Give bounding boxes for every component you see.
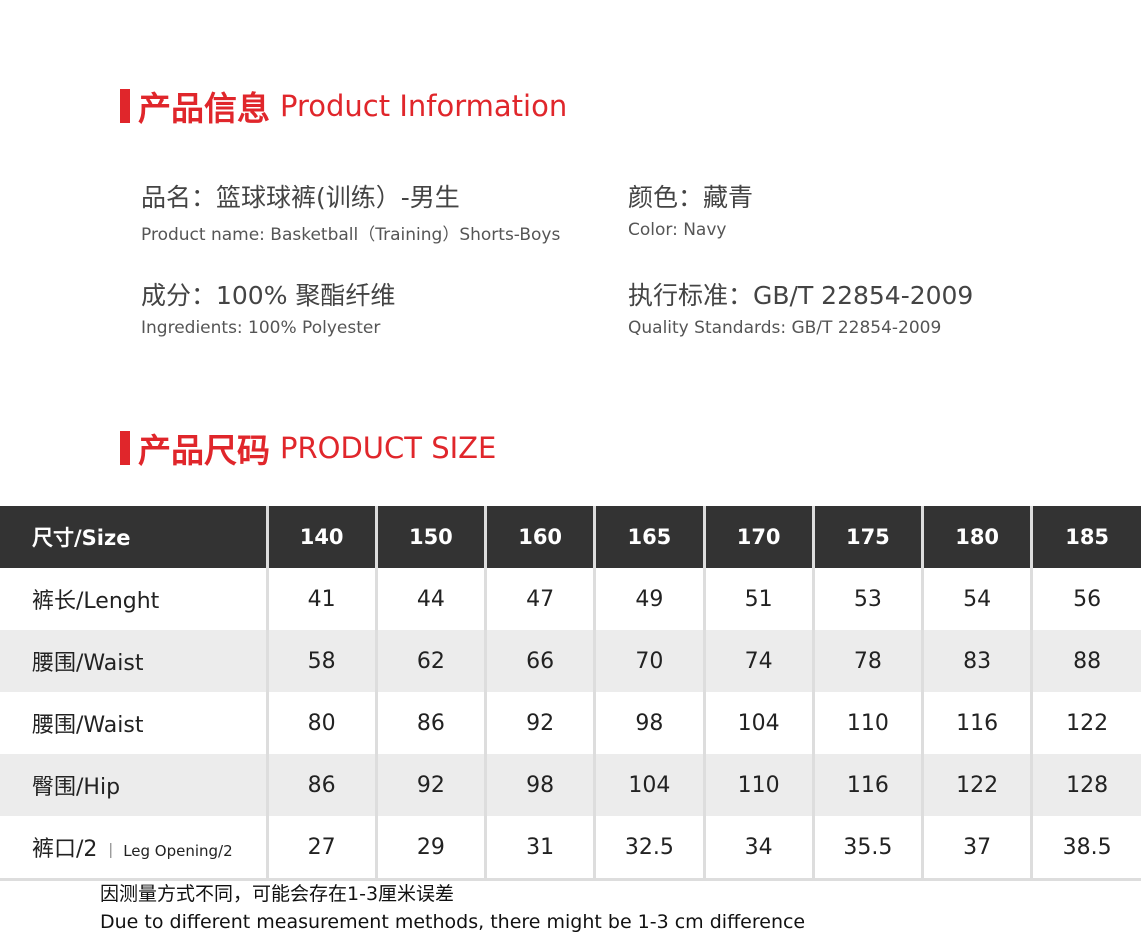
info-cn: 执行标准：GB/T 22854-2009 [628,281,974,310]
table-cell: 41 [265,568,377,630]
info-cn: 品名：篮球球裤(训练）-男生 [141,183,460,212]
table-cell: 116 [920,692,1032,754]
table-cell: 110 [702,754,814,816]
table-cell: 98 [483,754,595,816]
header-cell: 尺寸/Size [0,506,267,568]
table-cell: 98 [593,692,704,754]
table-cell: 122 [920,754,1032,816]
table-cell: 80 [265,692,377,754]
table-cell: 44 [374,568,486,630]
table-cell: 27 [265,816,377,881]
table-row: 腰围/Waist 80 86 92 98 104 110 116 122 [0,692,1141,754]
table-cell: 32.5 [593,816,704,881]
table-row: 臀围/Hip 86 92 98 104 110 116 122 128 [0,754,1141,816]
table-row: 腰围/Waist 58 62 66 70 74 78 83 88 [0,630,1141,692]
row-label: 腰围/Waist [0,692,267,754]
note-en: Due to different measurement methods, th… [100,911,806,933]
table-cell: 70 [593,630,704,692]
table-cell: 74 [702,630,814,692]
header-cell: 175 [811,506,923,568]
table-cell: 38.5 [1030,816,1141,881]
info-en: Quality Standards: GB/T 22854-2009 [628,318,942,338]
table-cell: 34 [702,816,814,881]
table-cell: 88 [1030,630,1141,692]
row-label-text: 腰围/Waist [32,651,144,676]
table-cell: 56 [1030,568,1141,630]
heading-en: Product Information [280,89,568,123]
row-label-text: 裤口/2 [32,837,98,862]
heading-cn: 产品尺码 [138,431,270,470]
info-en: Color: Navy [628,220,727,240]
header-cell: 140 [265,506,377,568]
header-cell: 165 [593,506,704,568]
info-cn: 成分：100% 聚酯纤维 [141,281,396,310]
table-cell: 116 [811,754,923,816]
product-size-heading: 产品尺码 PRODUCT SIZE [120,424,496,472]
table-cell: 83 [920,630,1032,692]
table-cell: 66 [483,630,595,692]
table-cell: 37 [920,816,1032,881]
table-cell: 122 [1030,692,1141,754]
header-cell: 150 [374,506,486,568]
row-label: 腰围/Waist [0,630,267,692]
table-cell: 62 [374,630,486,692]
table-cell: 31 [483,816,595,881]
header-cell: 160 [483,506,595,568]
header-cell: 170 [702,506,814,568]
table-cell: 51 [702,568,814,630]
table-row: 裤长/Lenght 41 44 47 49 51 53 54 56 [0,568,1141,630]
table-cell: 92 [374,754,486,816]
table-cell: 29 [374,816,486,881]
info-ingredients: 成分：100% 聚酯纤维 Ingredients: 100% Polyester [141,276,395,338]
table-cell: 86 [265,754,377,816]
table-cell: 78 [811,630,923,692]
info-cn: 颜色：藏青 [628,183,754,212]
size-table: 尺寸/Size 140 150 160 165 170 175 180 185 裤长/Lengh… [0,506,1141,881]
row-label-sub: ｜ Leg Opening/2 [103,842,233,860]
table-cell: 128 [1030,754,1141,816]
table-cell: 58 [265,630,377,692]
heading-accent-bar [120,89,130,123]
row-label: 裤长/Lenght [0,568,267,630]
heading-accent-bar [120,431,130,465]
header-cell: 185 [1030,506,1141,568]
heading-cn: 产品信息 [138,89,270,128]
table-cell: 104 [593,754,704,816]
info-color: 颜色：藏青 Color: Navy [628,178,753,240]
table-cell: 54 [920,568,1032,630]
row-label: 裤口/2 ｜ Leg Opening/2 [0,816,267,881]
table-cell: 92 [483,692,595,754]
row-label-text: 腰围/Waist [32,713,144,738]
table-cell: 35.5 [811,816,923,881]
info-en: Product name: Basketball（Training）Shorts… [141,225,561,245]
product-info-heading: 产品信息 Product Information [120,82,567,130]
table-cell: 49 [593,568,704,630]
table-row: 裤口/2 ｜ Leg Opening/2 27 29 31 32.5 34 35.5 37 38.… [0,816,1141,881]
size-table-header: 尺寸/Size 140 150 160 165 170 175 180 185 [0,506,1141,568]
info-product-name: 品名：篮球球裤(训练）-男生 Product name: Basketball（T… [141,178,560,245]
row-label-text: 臀围/Hip [32,775,121,800]
note-cn: 因测量方式不同，可能会存在1-3厘米误差 [100,883,455,905]
row-label-text: 裤长/Lenght [32,589,160,614]
header-cell: 180 [920,506,1032,568]
measurement-note: 因测量方式不同，可能会存在1-3厘米误差 Due to different me… [100,880,805,936]
info-standard: 执行标准：GB/T 22854-2009 Quality Standards: G… [628,276,973,338]
table-cell: 104 [702,692,814,754]
table-cell: 110 [811,692,923,754]
table-cell: 47 [483,568,595,630]
heading-en: PRODUCT SIZE [280,431,497,465]
table-cell: 53 [811,568,923,630]
table-cell: 86 [374,692,486,754]
row-label: 臀围/Hip [0,754,267,816]
info-en: Ingredients: 100% Polyester [141,318,381,338]
